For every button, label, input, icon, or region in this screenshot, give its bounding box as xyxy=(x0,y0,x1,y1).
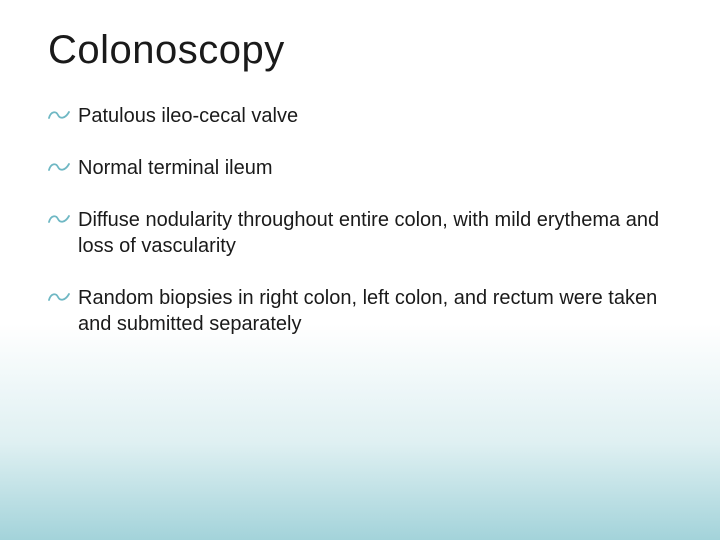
swirl-bullet-icon xyxy=(48,290,70,304)
swirl-bullet-icon xyxy=(48,212,70,226)
list-item: Normal terminal ileum xyxy=(48,155,672,181)
swirl-bullet-icon xyxy=(48,160,70,174)
list-item: Random biopsies in right colon, left col… xyxy=(48,285,672,337)
list-item-text: Normal terminal ileum xyxy=(78,157,273,179)
list-item-text: Patulous ileo-cecal valve xyxy=(78,105,298,127)
bullet-list: Patulous ileo-cecal valve Normal termina… xyxy=(48,103,672,337)
swirl-bullet-icon xyxy=(48,108,70,122)
list-item: Diffuse nodularity throughout entire col… xyxy=(48,207,672,259)
slide: Colonoscopy Patulous ileo-cecal valve No… xyxy=(0,0,720,337)
list-item: Patulous ileo-cecal valve xyxy=(48,103,672,129)
slide-title: Colonoscopy xyxy=(48,28,672,73)
list-item-text: Random biopsies in right colon, left col… xyxy=(78,287,657,335)
list-item-text: Diffuse nodularity throughout entire col… xyxy=(78,209,659,257)
